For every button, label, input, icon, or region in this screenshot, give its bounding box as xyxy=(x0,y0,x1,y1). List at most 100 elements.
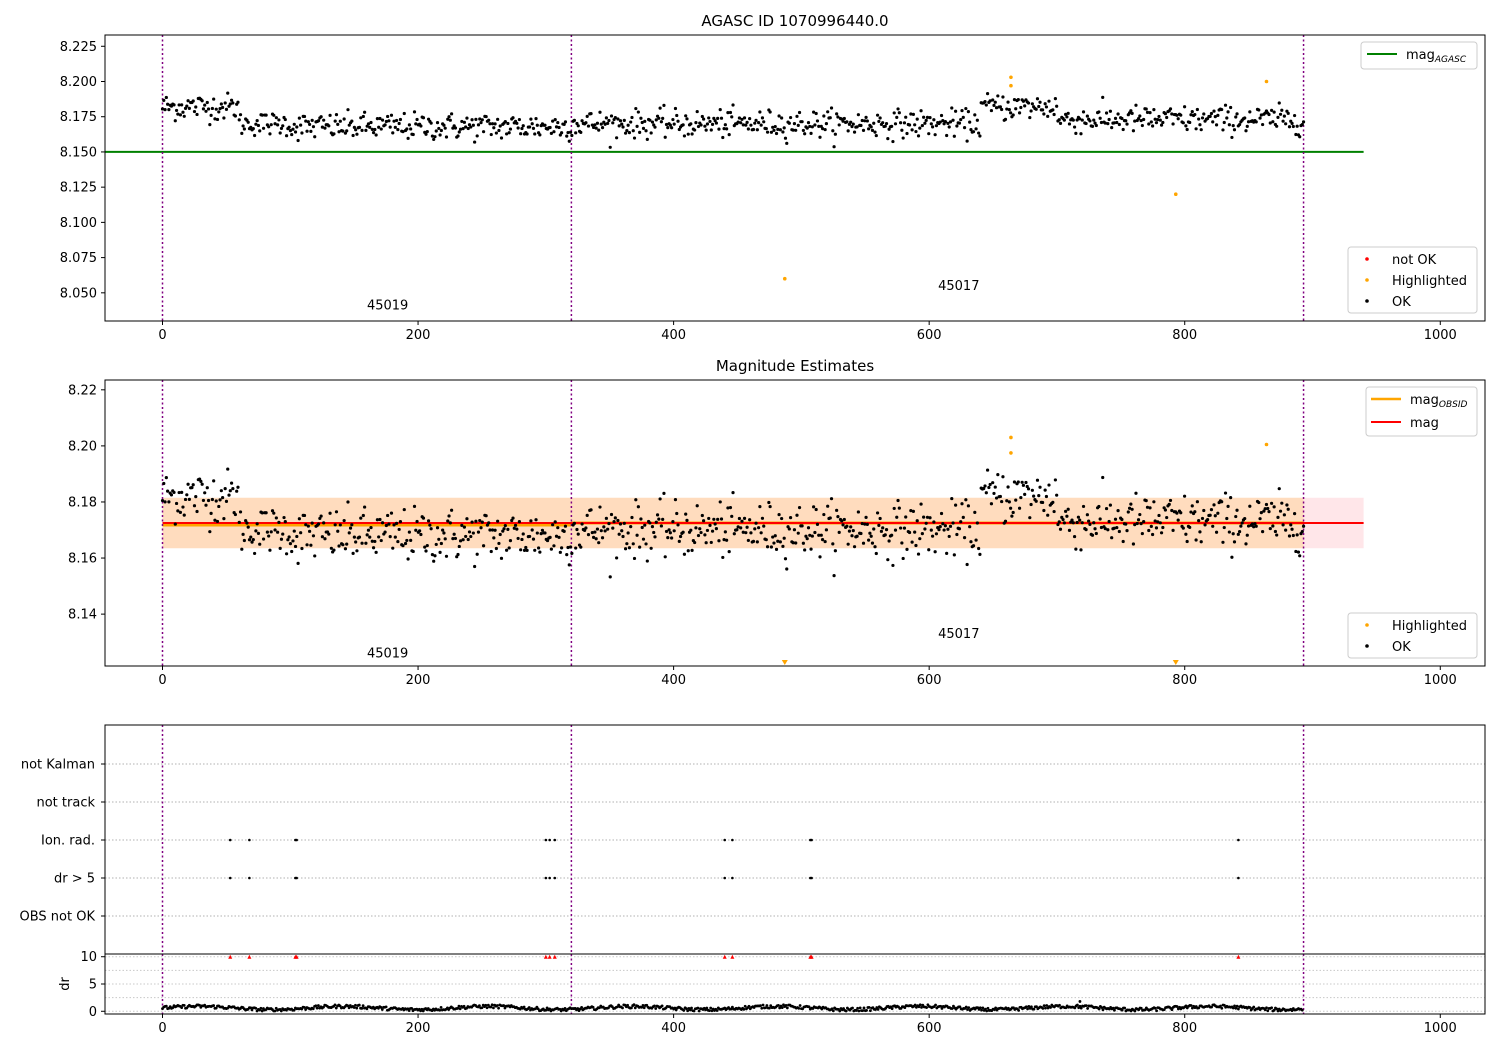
ok-point xyxy=(452,532,456,536)
ok-point xyxy=(166,489,170,493)
ok-point xyxy=(782,126,786,130)
ok-point xyxy=(788,115,793,120)
ok-point xyxy=(1003,117,1008,121)
ok-point xyxy=(1117,529,1121,534)
ok-point xyxy=(327,124,331,128)
dr-point xyxy=(830,1007,834,1011)
ok-point xyxy=(260,511,264,515)
ok-point xyxy=(439,541,443,546)
ok-point xyxy=(947,125,951,129)
ok-point xyxy=(520,126,524,131)
ok-point xyxy=(415,519,419,524)
ok-point xyxy=(655,513,660,517)
ok-point xyxy=(901,556,905,561)
ok-point xyxy=(982,486,986,491)
ok-point xyxy=(268,132,272,136)
ok-point xyxy=(272,511,276,515)
ok-point xyxy=(1040,108,1045,112)
ok-point xyxy=(548,125,552,130)
ok-point xyxy=(937,528,941,532)
dr-point xyxy=(642,1006,646,1010)
ok-point xyxy=(214,499,218,503)
ok-point xyxy=(1176,518,1180,522)
ok-point xyxy=(928,115,932,120)
ok-point xyxy=(1212,503,1216,507)
ok-point xyxy=(1107,117,1111,122)
ok-point xyxy=(1154,526,1159,530)
ok-point xyxy=(355,132,359,136)
ok-point xyxy=(295,125,299,129)
ok-point xyxy=(318,516,322,521)
ok-point xyxy=(1078,518,1082,522)
ok-point xyxy=(922,515,926,519)
ok-point xyxy=(676,523,680,527)
ok-point xyxy=(757,526,761,530)
ok-point xyxy=(515,527,519,531)
ok-point xyxy=(1028,115,1032,120)
ok-point xyxy=(613,516,617,520)
ok-point xyxy=(884,121,889,126)
ok-point xyxy=(1203,523,1207,527)
ok-point xyxy=(1125,122,1129,126)
dr-point xyxy=(1300,1008,1304,1012)
ok-point xyxy=(662,103,666,107)
ok-point xyxy=(635,124,639,129)
ok-point xyxy=(218,498,222,502)
ok-point xyxy=(800,524,804,528)
ok-point xyxy=(343,131,348,135)
ok-point xyxy=(261,537,266,541)
dr-point xyxy=(1220,1006,1224,1010)
ok-point xyxy=(983,100,987,104)
ok-point xyxy=(282,515,286,520)
ok-point xyxy=(384,523,388,528)
ok-point xyxy=(868,531,872,535)
ok-point xyxy=(887,127,891,131)
ok-point xyxy=(914,543,918,548)
ok-point xyxy=(1070,518,1074,522)
ok-point xyxy=(1245,124,1249,128)
x-tick-label: 400 xyxy=(661,1021,686,1036)
dr-point xyxy=(338,1004,342,1008)
ok-point xyxy=(1182,105,1187,109)
dr-point xyxy=(492,1006,495,1010)
ok-point xyxy=(516,536,520,541)
dr-point xyxy=(831,1009,835,1013)
ok-point xyxy=(574,546,578,550)
ok-point xyxy=(1200,516,1205,521)
ok-point xyxy=(458,127,463,131)
ok-point xyxy=(644,542,648,546)
ok-point xyxy=(288,128,293,133)
ok-point xyxy=(728,110,733,115)
ok-point xyxy=(810,125,814,129)
dr-point xyxy=(867,1005,871,1009)
ok-point xyxy=(828,516,832,520)
ok-point xyxy=(240,131,244,135)
ok-point xyxy=(1278,112,1283,116)
ok-point xyxy=(389,511,394,515)
ok-point xyxy=(845,120,849,124)
ok-point xyxy=(887,539,891,543)
ok-point xyxy=(607,521,611,526)
ok-point xyxy=(481,544,486,548)
dr-capped-marker xyxy=(552,954,557,959)
ok-point xyxy=(608,575,612,579)
ok-point xyxy=(182,114,186,118)
ok-point xyxy=(492,536,496,540)
ok-point xyxy=(308,122,312,127)
ok-point xyxy=(328,113,332,117)
ok-point xyxy=(233,512,238,517)
ok-point xyxy=(739,526,743,530)
ok-point xyxy=(718,108,722,112)
ok-point xyxy=(1062,521,1066,525)
dr-point xyxy=(279,1009,283,1013)
dr-point xyxy=(1017,1008,1021,1012)
ok-point xyxy=(521,124,525,128)
highlighted-point xyxy=(1009,435,1013,440)
dr-point xyxy=(980,1008,983,1012)
dr-point xyxy=(858,1006,862,1010)
ok-point xyxy=(600,126,605,130)
ok-point xyxy=(754,521,758,525)
ok-point xyxy=(1221,128,1225,132)
ok-point xyxy=(696,124,701,129)
